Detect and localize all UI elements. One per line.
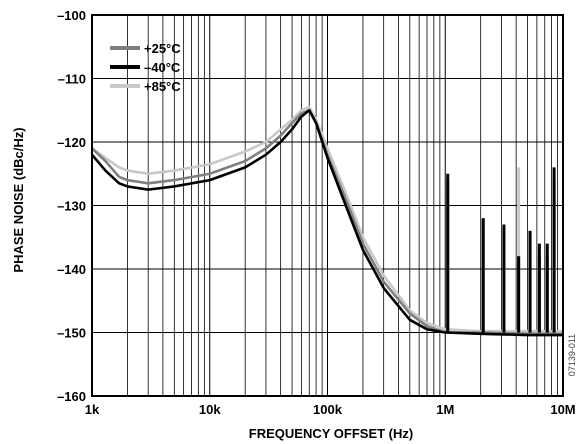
legend-label: +25°C [144,41,181,56]
x-axis-title: FREQUENCY OFFSET (Hz) [249,426,413,441]
y-tick-label: –140 [57,262,86,277]
y-tick-label: –110 [58,72,86,87]
series-line [91,108,563,337]
series-lines [91,105,563,337]
tick-labels: 1k 10k 100k 1M 10M –100 –110 –120 –130 –140 –150 –1… [57,8,576,417]
plot-frame [91,14,564,397]
legend: +25°C –40°C +85°C [110,41,181,94]
y-tick-label: –150 [57,326,86,341]
legend-label: –40°C [144,60,181,75]
x-tick-label: 1k [85,402,100,417]
x-tick-label: 10M [550,402,575,417]
x-tick-label: 100k [313,402,343,417]
y-tick-label: –130 [57,199,86,214]
x-tick-label: 10k [199,402,221,417]
series-line [91,105,563,333]
legend-label: +85°C [144,79,181,94]
y-tick-label: –160 [57,389,86,404]
figure-id: 07139-011 [567,334,577,376]
y-tick-label: –120 [57,135,86,150]
y-tick-label: –100 [57,8,86,23]
x-tick-label: 1M [436,402,454,417]
y-axis-title: PHASE NOISE (dBc/Hz) [11,127,26,272]
